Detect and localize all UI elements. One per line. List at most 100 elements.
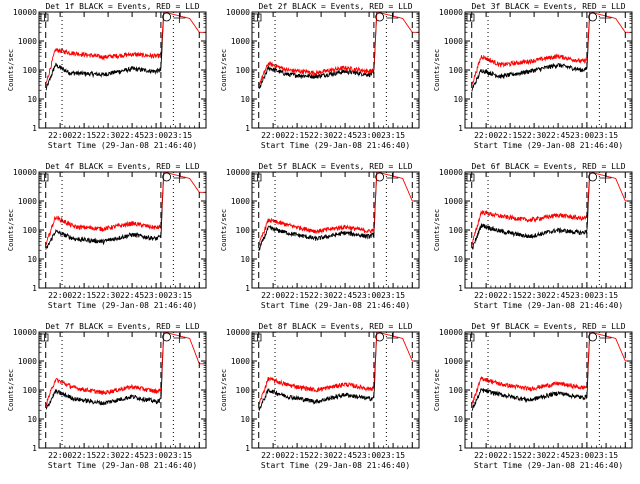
y-tick-label: 1 [32,124,37,133]
attitude-symbol [253,333,262,342]
y-tick-label: 1 [245,284,250,293]
series-line-events [258,12,419,90]
chart-title: Det 7f BLACK = Events, RED = LLD [45,322,199,331]
chart-panel-4: Det 4f BLACK = Events, RED = LLD 1 10 100 10… [7,162,207,310]
y-tick-label: 10 [27,95,37,104]
x-tick-label: 22:00 [474,131,498,140]
series-line-lld [471,172,632,246]
series-line-lld [258,332,419,406]
x-axis-label: Start Time (29-Jan-08 21:46:40) [474,141,623,150]
x-tick-label: 22:00 [261,131,285,140]
x-tick-label: 22:30 [522,291,546,300]
attitude-symbol [40,333,49,342]
y-tick-label: 10 [27,255,37,264]
attitude-symbol [40,13,49,22]
series-line-lld [45,12,206,85]
x-tick-label: 22:15 [72,451,96,460]
attitude-symbol [40,173,49,182]
axes-frame [38,171,207,289]
x-tick-label: 22:15 [72,291,96,300]
attitude-symbol [466,13,475,22]
x-tick-label: 23:00 [570,451,594,460]
x-axis-label: Start Time (29-Jan-08 21:46:40) [474,301,623,310]
y-tick-label: 1000 [231,197,250,206]
x-tick-label: 22:15 [72,131,96,140]
chart-panel-8: Det 8f BLACK = Events, RED = LLD 1 10 100 10… [220,322,420,470]
x-axis-label: Start Time (29-Jan-08 21:46:40) [474,461,623,470]
y-tick-label: 10 [27,415,37,424]
x-tick-label: 22:15 [285,451,309,460]
y-tick-label: 10 [453,415,463,424]
cross-symbol [599,13,612,23]
x-tick-label: 22:45 [546,291,570,300]
x-tick-label: 23:15 [168,291,192,300]
chart-title: Det 3f BLACK = Events, RED = LLD [471,2,625,11]
x-tick-label: 23:15 [594,131,618,140]
y-tick-label: 1000 [18,357,37,366]
x-axis-label: Start Time (29-Jan-08 21:46:40) [261,461,410,470]
plot-area [45,12,206,91]
saa-circle-symbol [162,172,172,182]
y-axis-label: Counts/sec [7,369,15,411]
saa-circle-symbol [375,332,385,342]
x-tick-label: 23:00 [357,131,381,140]
x-tick-label: 23:00 [144,131,168,140]
y-tick-label: 10000 [13,328,37,337]
y-tick-label: 10 [240,95,250,104]
y-tick-label: 10 [240,255,250,264]
x-tick-label: 23:15 [168,131,192,140]
x-tick-label: 23:00 [570,131,594,140]
y-tick-label: 1000 [18,197,37,206]
y-tick-label: 1 [32,284,37,293]
y-tick-label: 10000 [13,168,37,177]
plot-area [45,172,206,250]
x-axis-label: Start Time (29-Jan-08 21:46:40) [48,301,197,310]
x-tick-label: 22:15 [285,131,309,140]
y-tick-label: 1000 [444,357,463,366]
plot-area [258,332,419,411]
attitude-symbol [466,173,475,182]
y-tick-label: 10000 [226,168,250,177]
y-axis-label: Counts/sec [220,49,228,91]
y-tick-label: 1 [458,284,463,293]
chart-panel-1: Det 1f BLACK = Events, RED = LLD 1 10 100 10… [7,2,207,150]
axes-frame [464,11,633,129]
x-tick-label: 23:00 [357,451,381,460]
chart-panel-2: Det 2f BLACK = Events, RED = LLD 1 10 100 10… [220,2,420,150]
x-tick-label: 22:00 [48,291,72,300]
x-tick-label: 22:00 [48,451,72,460]
series-line-events [471,332,632,412]
x-tick-label: 23:00 [357,291,381,300]
x-tick-label: 23:15 [381,291,405,300]
x-tick-label: 23:15 [381,451,405,460]
saa-circle-symbol [162,332,172,342]
series-line-events [258,172,419,251]
cross-symbol [386,333,399,343]
chart-title: Det 1f BLACK = Events, RED = LLD [45,2,199,11]
x-tick-label: 22:30 [522,451,546,460]
series-line-lld [258,12,419,87]
x-tick-label: 22:00 [474,291,498,300]
attitude-symbol [253,173,262,182]
plot-area [258,172,419,251]
x-tick-label: 22:15 [498,291,522,300]
series-line-events [45,12,206,91]
x-tick-label: 22:30 [96,291,120,300]
y-tick-label: 100 [236,386,251,395]
x-axis-label: Start Time (29-Jan-08 21:46:40) [261,301,410,310]
y-tick-label: 100 [449,386,464,395]
y-tick-label: 1 [458,444,463,453]
chart-title: Det 8f BLACK = Events, RED = LLD [258,322,412,331]
x-tick-label: 22:00 [261,291,285,300]
x-tick-label: 22:45 [546,451,570,460]
y-tick-label: 1000 [444,37,463,46]
x-tick-label: 22:15 [498,131,522,140]
x-tick-label: 22:30 [96,451,120,460]
y-tick-label: 1 [32,444,37,453]
x-tick-label: 22:45 [120,291,144,300]
y-tick-label: 1 [245,444,250,453]
y-tick-label: 10000 [439,168,463,177]
chart-title: Det 2f BLACK = Events, RED = LLD [258,2,412,11]
